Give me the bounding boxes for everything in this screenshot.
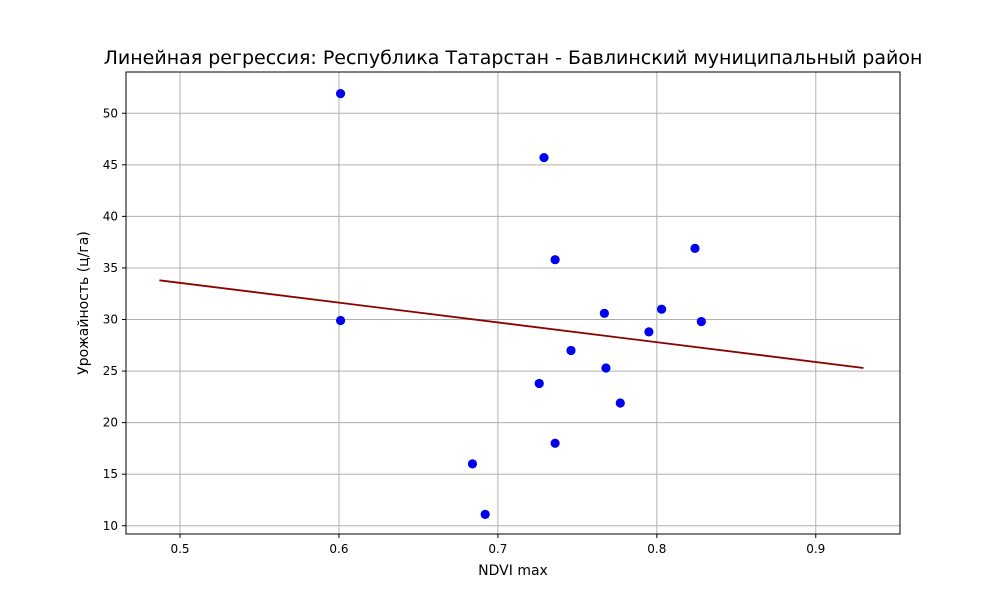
y-tick-label: 40 xyxy=(103,209,118,223)
x-tick-label: 0.9 xyxy=(806,542,825,556)
scatter-point xyxy=(696,316,706,327)
scatter-point xyxy=(566,345,576,356)
x-tick-label: 0.7 xyxy=(488,542,507,556)
scatter-point xyxy=(480,509,490,520)
plot-area xyxy=(159,89,864,520)
y-axis: 10 15 20 25 30 35 40 45 50 xyxy=(103,106,126,533)
scatter-point xyxy=(599,308,609,318)
regression-line xyxy=(159,279,864,369)
y-tick-label: 50 xyxy=(103,106,118,120)
scatter-point xyxy=(690,243,700,253)
y-axis-label: Урожайность (ц/га) xyxy=(76,231,92,375)
grid xyxy=(126,72,900,534)
scatter-point xyxy=(335,315,346,326)
x-tick-label: 0.8 xyxy=(647,542,666,556)
scatter-point xyxy=(534,378,544,389)
chart-title: Линейная регрессия: Республика Татарстан… xyxy=(104,47,923,69)
x-axis-label: NDVI max xyxy=(478,563,548,579)
scatter-point xyxy=(615,398,625,408)
x-tick-label: 0.5 xyxy=(170,542,189,556)
y-tick-label: 35 xyxy=(103,261,118,275)
x-axis: 0.5 0.6 0.7 0.8 0.9 xyxy=(170,534,825,556)
y-tick-label: 10 xyxy=(103,519,118,533)
scatter-point xyxy=(644,327,654,337)
y-tick-label: 30 xyxy=(103,313,118,327)
scatter-point xyxy=(657,304,667,314)
scatter-point xyxy=(467,459,478,469)
x-tick-label: 0.6 xyxy=(329,542,348,556)
y-tick-label: 15 xyxy=(103,467,118,481)
scatter-point xyxy=(539,152,549,163)
y-tick-label: 25 xyxy=(103,364,118,378)
y-tick-label: 20 xyxy=(103,416,118,430)
scatter-point xyxy=(550,438,560,448)
scatter-point xyxy=(335,89,346,99)
scatter-point xyxy=(601,363,611,373)
scatter-point xyxy=(550,255,560,265)
axes-frame xyxy=(125,71,901,535)
y-tick-label: 45 xyxy=(103,158,118,172)
